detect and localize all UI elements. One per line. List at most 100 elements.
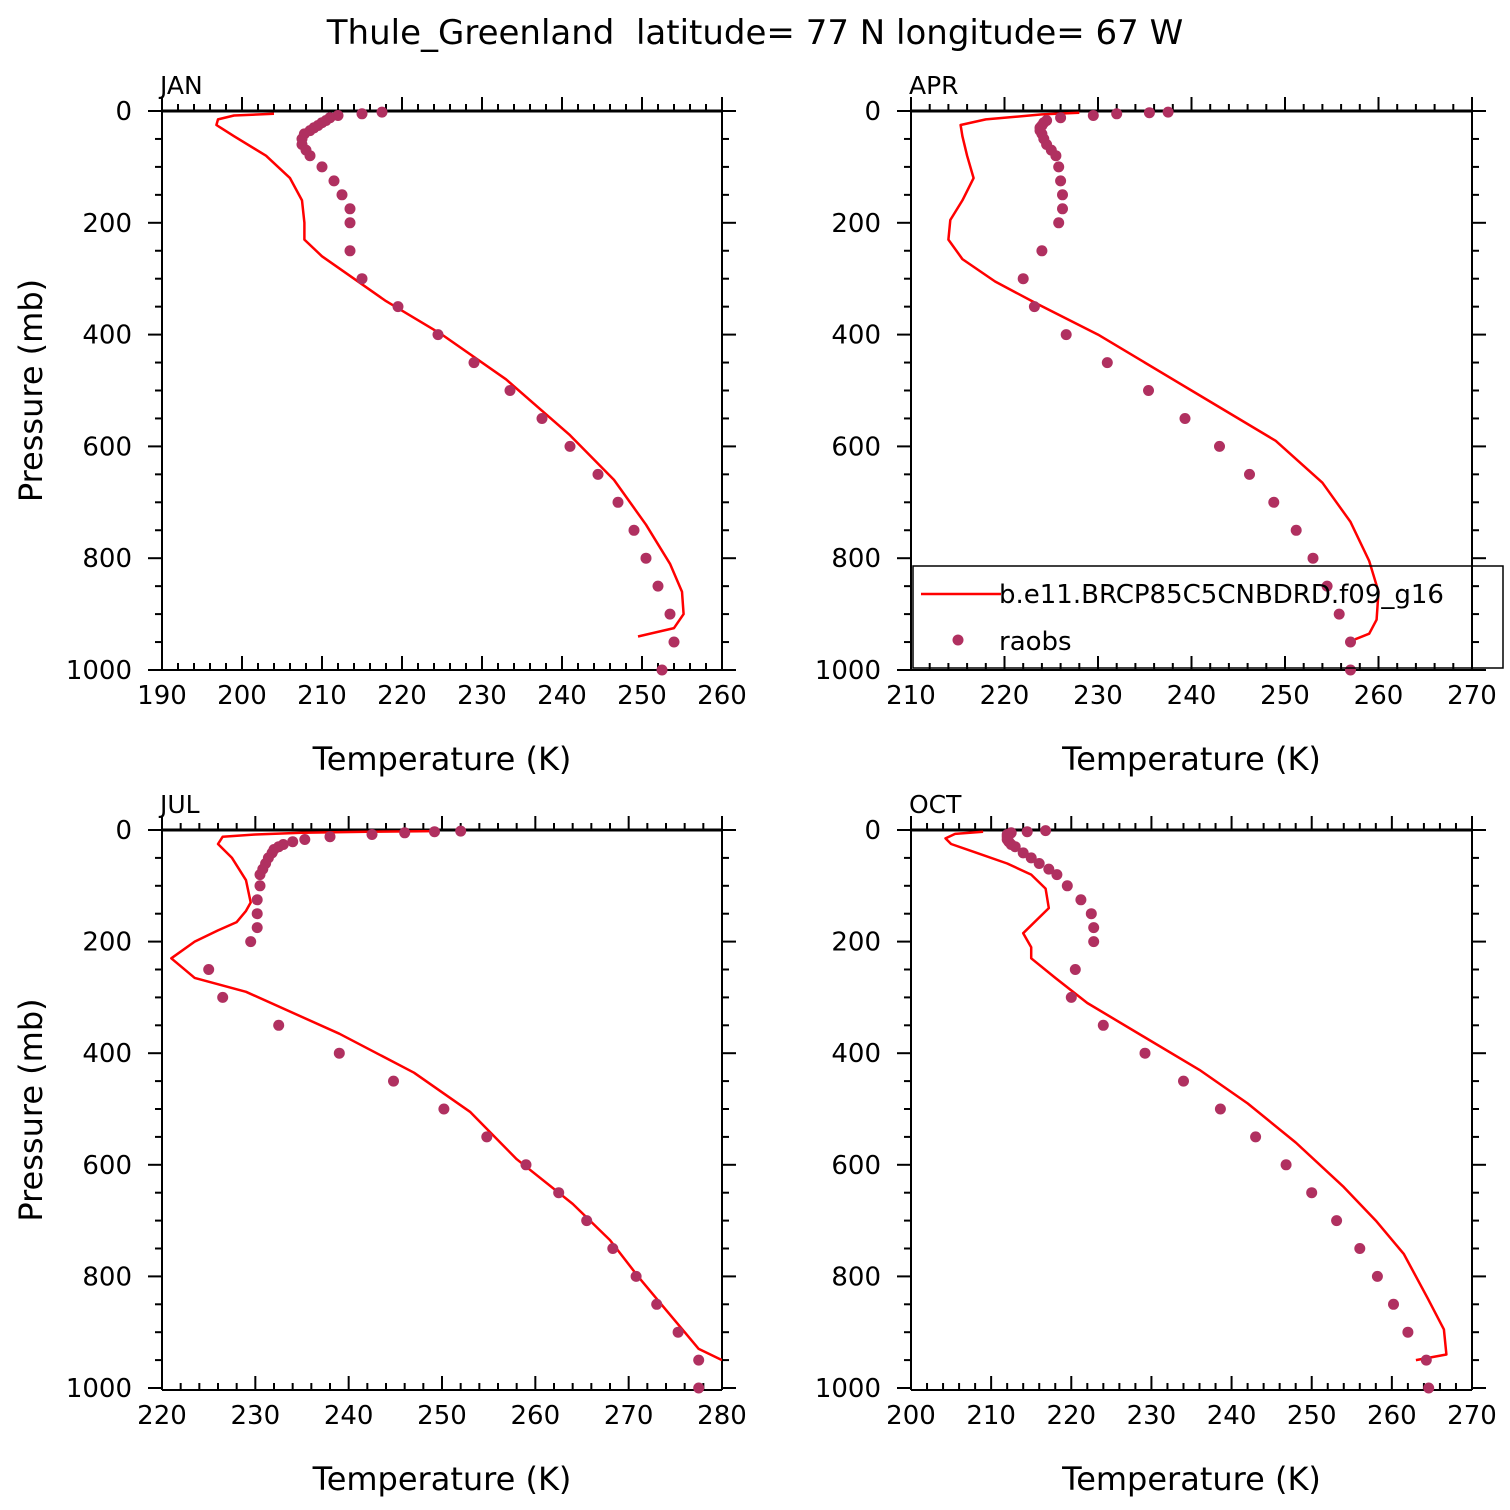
raobs-point — [254, 880, 266, 892]
raobs-point — [1061, 880, 1073, 892]
panels-group: 190 200 210 220 230 240 250 260 0 200 400 600 800 100… — [12, 71, 1504, 1498]
raobs-point — [1371, 1270, 1383, 1282]
x-tick-label: 240 — [537, 681, 587, 711]
raobs-point — [1088, 936, 1100, 948]
x-tick-label: 190 — [137, 681, 187, 711]
x-tick-label: 240 — [324, 1401, 374, 1431]
raobs-point — [536, 413, 548, 424]
raobs-point — [273, 1019, 285, 1031]
raobs-point — [392, 301, 404, 313]
raobs-point — [251, 908, 263, 920]
raobs-point — [504, 385, 516, 396]
raobs-point — [1055, 175, 1067, 187]
raobs-point — [1345, 636, 1356, 648]
raobs-point — [1143, 107, 1155, 119]
raobs-point — [1290, 524, 1302, 536]
raobs-point — [1345, 664, 1356, 676]
y-axis-label: Pressure (mb) — [12, 998, 50, 1221]
raobs-point — [399, 827, 411, 839]
x-tick-label: 280 — [697, 1401, 747, 1431]
y-tick-label: 400 — [831, 321, 881, 351]
raobs-point — [299, 834, 311, 845]
x-tick-label: 270 — [1447, 681, 1497, 711]
y-tick-label: 0 — [864, 816, 881, 846]
x-tick-label: 230 — [231, 1401, 281, 1431]
x-tick-label: 240 — [1207, 1401, 1257, 1431]
raobs-point — [251, 894, 263, 906]
figure-title: Thule_Greenland latitude= 77 N longitude… — [326, 13, 1183, 53]
panel-label: JUL — [158, 790, 200, 819]
raobs-point — [251, 922, 263, 934]
raobs-point — [652, 580, 664, 592]
raobs-point — [612, 496, 624, 508]
raobs-point — [1033, 858, 1045, 869]
raobs-point — [1085, 908, 1097, 920]
model-profile-line — [944, 830, 1448, 1362]
raobs-point — [316, 161, 328, 173]
y-tick-label: 1000 — [66, 656, 132, 686]
raobs-point — [366, 829, 378, 840]
legend-dot-swatch — [952, 634, 964, 646]
raobs-point — [1051, 869, 1063, 881]
raobs-point — [1333, 608, 1345, 620]
raobs-point — [1088, 922, 1100, 934]
panel-jul: 220 230 240 250 260 270 280 0 200 400 600 800 1000 JU… — [12, 790, 747, 1498]
raobs-point — [1017, 847, 1029, 859]
x-tick-label: 220 — [980, 681, 1030, 711]
x-tick-label: 260 — [1367, 1401, 1417, 1431]
raobs-point — [287, 836, 299, 848]
y-tick-label: 600 — [831, 432, 881, 462]
raobs-point — [1097, 1019, 1109, 1031]
raobs-point — [254, 869, 266, 881]
raobs-point — [324, 831, 336, 843]
y-tick-label: 800 — [831, 1262, 881, 1292]
y-tick-label: 600 — [82, 1151, 132, 1181]
y-tick-label: 800 — [82, 1262, 132, 1292]
y-tick-label: 0 — [115, 97, 132, 127]
raobs-point — [1244, 468, 1255, 480]
legend-box — [912, 565, 1504, 669]
x-tick-label: 210 — [297, 681, 347, 711]
panel-label: OCT — [909, 790, 962, 819]
raobs-point — [1402, 1326, 1414, 1338]
y-tick-label: 200 — [831, 209, 881, 239]
raobs-point — [1075, 894, 1087, 906]
raobs-point — [1143, 385, 1154, 396]
x-tick-label: 260 — [511, 1401, 561, 1431]
raobs-point — [1331, 1215, 1343, 1227]
raobs-point — [1021, 826, 1033, 838]
x-tick-label: 210 — [966, 1401, 1016, 1431]
y-tick-label: 400 — [82, 1039, 132, 1069]
raobs-point — [1065, 991, 1077, 1003]
x-tick-label: 220 — [1046, 1401, 1096, 1431]
raobs-point — [333, 1047, 345, 1059]
x-tick-label: 240 — [1167, 681, 1217, 711]
x-tick-label: 230 — [1127, 1401, 1177, 1431]
y-tick-label: 0 — [864, 97, 881, 127]
raobs-point — [304, 150, 316, 162]
legend-label-obs: raobs — [999, 627, 1072, 657]
x-axis-label: Temperature (K) — [1061, 740, 1321, 778]
raobs-point — [564, 440, 576, 452]
raobs-point — [693, 1354, 705, 1366]
raobs-point — [1388, 1298, 1399, 1310]
raobs-point — [245, 936, 257, 948]
raobs-point — [607, 1243, 619, 1254]
raobs-point — [1179, 413, 1191, 424]
y-tick-label: 600 — [831, 1151, 881, 1181]
raobs-point — [640, 552, 652, 564]
y-tick-label: 0 — [115, 816, 132, 846]
raobs-point — [1354, 1243, 1366, 1254]
raobs-point — [336, 189, 348, 201]
raobs-point — [429, 826, 440, 838]
x-tick-label: 260 — [1354, 681, 1404, 711]
x-tick-label: 200 — [886, 1401, 936, 1431]
raobs-point — [356, 108, 368, 120]
x-tick-label: 270 — [1447, 1401, 1497, 1431]
y-axis-label: Pressure (mb) — [12, 279, 50, 502]
y-tick-label: 200 — [831, 928, 881, 958]
y-tick-label: 1000 — [815, 1374, 881, 1404]
x-tick-label: 250 — [1260, 681, 1310, 711]
raobs-point — [344, 203, 356, 215]
